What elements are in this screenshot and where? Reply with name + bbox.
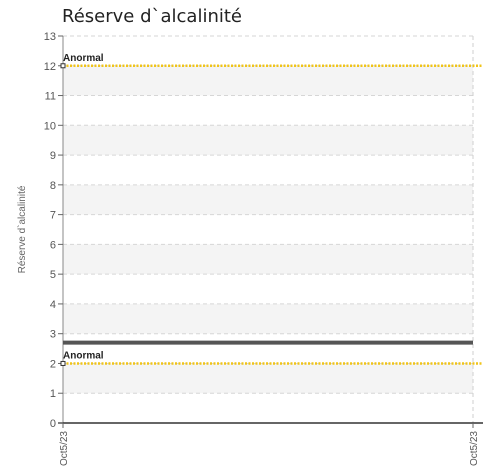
grid-bands	[63, 65, 473, 394]
grid-band	[63, 363, 473, 394]
y-tick-label: 1	[50, 388, 56, 400]
y-tick-label: 3	[50, 329, 56, 341]
grid-band	[63, 184, 473, 215]
y-tick-label: 11	[45, 91, 56, 103]
grid-band	[63, 65, 473, 96]
x-tick-label: Oct5/23	[59, 431, 70, 466]
y-tick-label: 0	[50, 418, 56, 430]
threshold-lines: Anormal Anormal	[60, 53, 483, 366]
threshold-marker	[60, 360, 66, 366]
y-axis-label: Réserve d`alcalinité	[16, 185, 28, 273]
threshold-label: Anormal	[63, 350, 104, 361]
x-ticks: Oct5/23 Oct5/23	[59, 423, 480, 466]
threshold-marker	[60, 63, 66, 69]
grid-band	[63, 125, 473, 156]
threshold-label: Anormal	[63, 53, 104, 64]
y-tick-label: 4	[50, 299, 56, 311]
y-tick-label: 8	[50, 180, 56, 192]
grid-band	[63, 303, 473, 334]
x-tick-label: Oct5/23	[469, 431, 480, 466]
axes	[58, 36, 483, 424]
y-tick-label: 12	[44, 61, 56, 73]
y-tick-label: 9	[50, 150, 56, 162]
y-tick-label: 2	[50, 358, 56, 370]
y-tick-label: 10	[44, 120, 56, 132]
chart-title: Réserve d`alcalinité	[62, 6, 242, 27]
y-tick-label: 5	[50, 269, 56, 281]
y-tick-label: 6	[50, 239, 56, 251]
y-tick-label: 13	[44, 31, 56, 43]
y-tick-label: 7	[50, 210, 56, 222]
grid-band	[63, 244, 473, 275]
